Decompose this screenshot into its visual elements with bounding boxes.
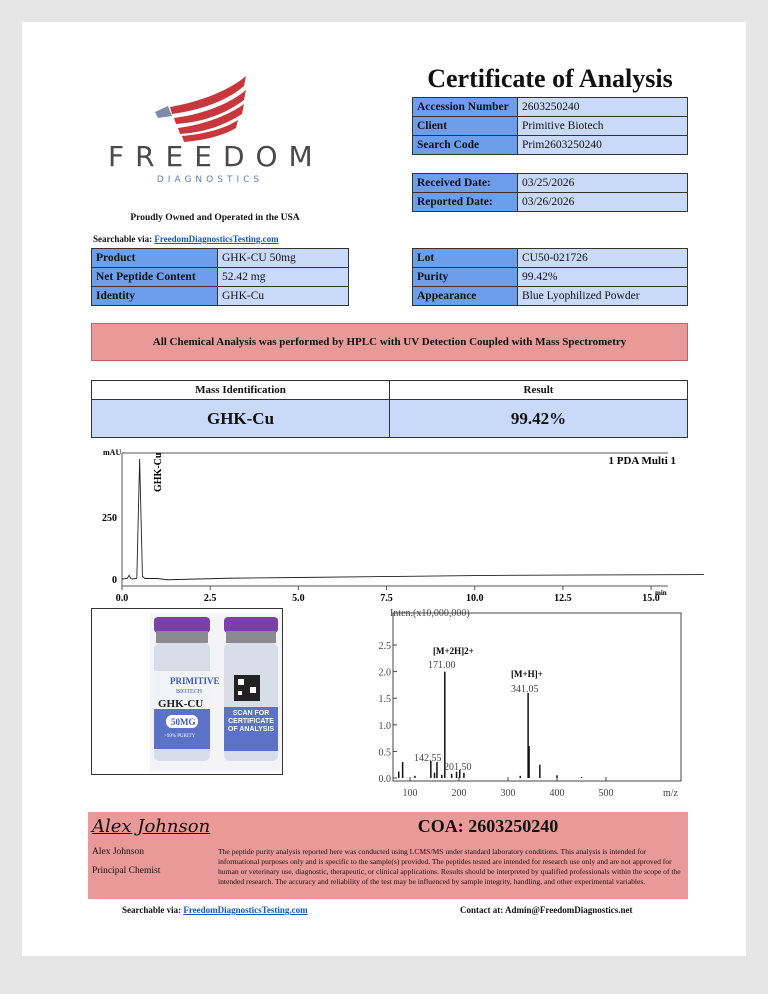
chrom-x-tick-label: 7.5 [380,593,393,604]
eagle-flag-icon [155,76,246,142]
hplc-chromatogram: 0.0 2.5 5.0 7.5 10.0 12.5 15.0 0 250 mAU 1 PDA M… [102,448,704,604]
ms-label-mh: [M+H]+ [511,669,543,679]
searchable-via: Searchable via: FreedomDiagnosticsTestin… [93,234,279,244]
ms-value-142: 142.55 [414,753,442,764]
search-code-value: Prim2603250240 [517,135,688,155]
ms-x-tick-label: 400 [550,788,565,799]
ms-label-m2h: [M+2H]2+ [433,646,474,656]
mass-spectrum: 100 200 300 400 500 0.0 0.5 1.0 1.5 2.0 2.5 Inten.… [379,608,682,799]
peak-label-ghk-cu: GHK-Cu [153,452,164,492]
ms-x-tick-label: 100 [403,788,418,799]
ms-y-tick-label: 0.5 [379,747,392,758]
bottom-searchable-label: Searchable via: [122,905,182,915]
coa-number: COA: 2603250240 [417,816,559,836]
chrom-x-tick-label: 10.0 [466,593,484,604]
ms-x-tick-label: 200 [452,788,467,799]
ms-y-tick-label: 2.0 [379,668,392,679]
chrom-y-tick-label: 0 [112,575,117,586]
chemist-name: Alex Johnson [92,847,144,857]
lot-label: Lot [412,248,518,268]
vial-brand: PRIMITIVE [170,676,220,686]
client-label: Client [412,116,518,136]
chrom-y-tick-label: 250 [102,513,117,524]
appearance-label: Appearance [412,286,518,306]
chemist-role: Principal Chemist [92,866,161,876]
product-value: GHK-CU 50mg [217,248,349,268]
tagline: Proudly Owned and Operated in the USA [130,213,300,223]
contact-email[interactable]: Contact at: Admin@FreedomDiagnostics.net [460,905,633,915]
chrom-ylabel: mAU [103,448,121,457]
vial-dose: 50MG [171,717,196,727]
vial-brand-sub: BIOTECH [176,689,203,695]
website-link[interactable]: FreedomDiagnosticsTesting.com [154,234,279,244]
ms-y-tick-label: 1.0 [379,721,392,732]
ms-value-171: 171.00 [428,660,456,671]
ms-y-tick-label: 2.5 [379,641,392,652]
disclaimer: The peptide purity analysis reported her… [218,847,681,886]
vial-photo: PRIMITIVE BIOTECH GHK-CU 50MG >99% PURIT… [91,608,284,775]
accession-label: Accession Number [412,97,518,117]
dates-table: Received Date: 03/25/2026 Reported Date: 0… [412,173,688,212]
ms-ylabel: Inten.(x10,000,000) [390,608,470,619]
client-value: Primitive Biotech [517,116,688,136]
bottom-searchable: Searchable via: FreedomDiagnosticsTestin… [122,905,308,915]
result-header: Result [389,380,688,400]
page-title: Certificate of Analysis [427,64,673,93]
appearance-value: Blue Lyophilized Powder [517,286,688,306]
logo-name: FREEDOM [108,140,324,173]
ms-plot-frame [392,612,682,782]
vial-product: GHK-CU [158,698,203,710]
chrom-x-tick-label: 2.5 [204,593,217,604]
ms-y-tick-label: 1.5 [379,694,392,705]
lot-table: Lot CU50-021726 Purity 99.42% Appearance Bl… [412,248,688,306]
logo-subtitle: DIAGNOSTICS [156,175,264,185]
reported-date-value: 03/26/2026 [517,192,688,212]
product-label: Product [91,248,218,268]
identity-label: Identity [91,286,218,306]
ms-value-201: 201.50 [444,762,472,773]
product-table: Product GHK-CU 50mg Net Peptide Content 52… [91,248,349,306]
chrom-xlabel: min [655,589,667,597]
mass-value: GHK-Cu [91,399,390,438]
signature-footer: Alex Johnson Alex Johnson Principal Chem… [88,812,688,899]
net-peptide-label: Net Peptide Content [91,267,218,287]
ms-xlabel: m/z [663,788,679,799]
identity-value: GHK-Cu [217,286,349,306]
chrom-trace [121,458,704,581]
received-date-label: Received Date: [412,173,518,193]
bottom-website-link[interactable]: FreedomDiagnosticsTesting.com [183,905,308,915]
vial-scan-text: SCAN FOR CERTIFICATE OF ANALYSIS [227,710,275,733]
vial-image: PRIMITIVE BIOTECH GHK-CU 50MG >99% PURIT… [150,613,284,771]
purity-label: Purity [412,267,518,287]
ms-x-tick-label: 500 [599,788,614,799]
ms-x-tick-label: 300 [501,788,516,799]
ms-y-tick-label: 0.0 [379,774,392,785]
chrom-x-tick-label: 15.0 [642,593,660,604]
reported-date-label: Reported Date: [412,192,518,212]
ms-value-341: 341.05 [511,684,539,695]
search-code-label: Search Code [412,135,518,155]
vial-purity: >99% PURITY [164,734,196,739]
accession-table: Accession Number 2603250240 Client Primiti… [412,97,688,155]
signature: Alex Johnson [92,816,211,837]
result-value: 99.42% [389,399,688,438]
chrom-title: 1 PDA Multi 1 [608,455,676,467]
searchable-label: Searchable via: [93,234,153,244]
chrom-x-tick-label: 5.0 [292,593,305,604]
method-banner: All Chemical Analysis was performed by H… [91,323,688,361]
purity-value: 99.42% [517,267,688,287]
chrom-x-tick-label: 0.0 [116,593,129,604]
mass-identification-table: Mass Identification Result GHK-Cu 99.42% [91,380,688,438]
chrom-x-tick-label: 12.5 [554,593,572,604]
